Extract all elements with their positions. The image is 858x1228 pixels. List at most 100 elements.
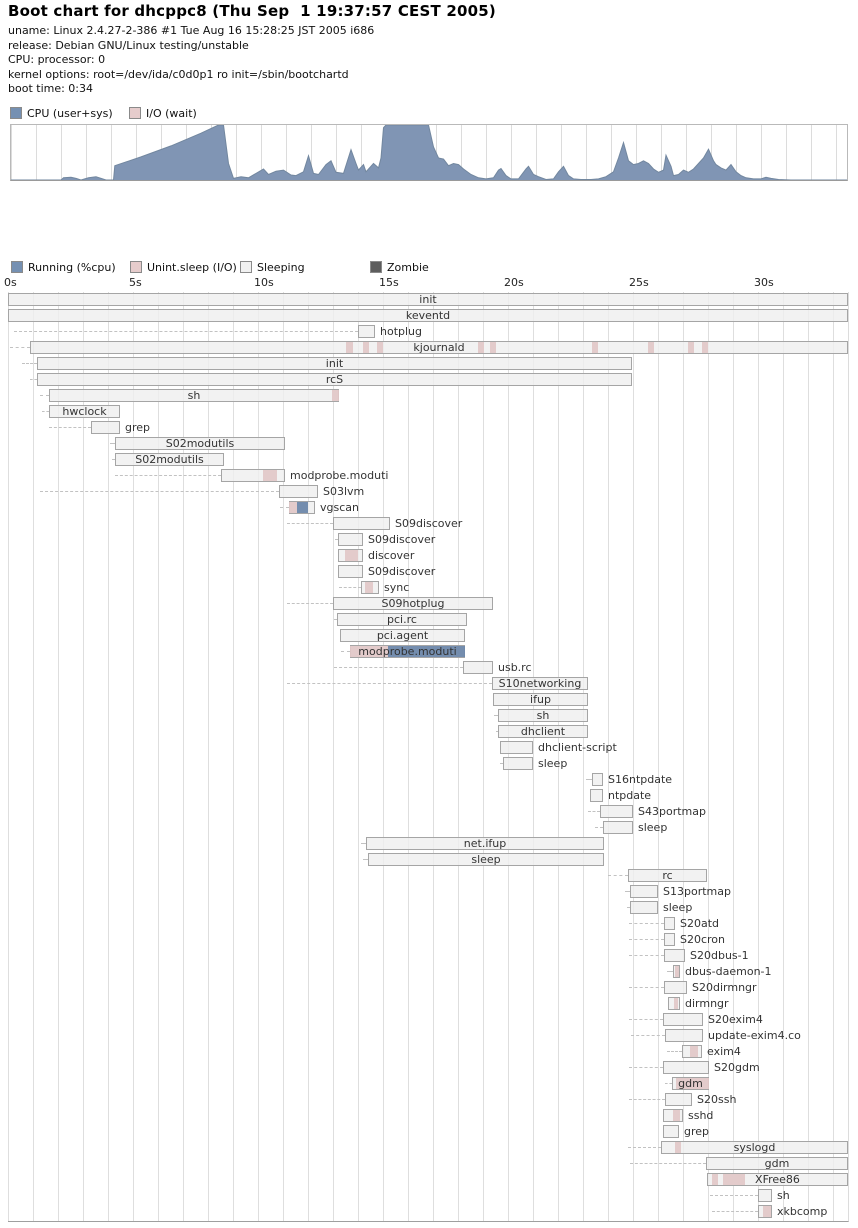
process-label: grep [684, 1125, 710, 1138]
process-bar [498, 725, 588, 738]
process-bar [91, 421, 120, 434]
process-label: pci.agent [376, 629, 429, 642]
system-info-block: uname: Linux 2.4.27-2-386 #1 Tue Aug 16 … [8, 24, 374, 97]
io-wait-segment [675, 1142, 681, 1153]
process-bar [758, 1205, 772, 1218]
io-wait-segment [648, 342, 654, 353]
time-tick-label: 30s [754, 276, 774, 289]
dependency-line [625, 891, 630, 892]
process-label: gdm [764, 1157, 790, 1170]
dependency-line [586, 779, 592, 780]
process-bar [663, 1109, 683, 1122]
system-info-line: CPU: processor: 0 [8, 53, 106, 66]
process-label: S16ntpdate [608, 773, 673, 786]
dependency-line [361, 843, 366, 844]
dependency-line [42, 411, 49, 412]
dependency-line [588, 811, 600, 812]
cpu-line [11, 125, 847, 180]
gantt-legend: Running (%cpu) Unint.sleep (I/O) Sleepin… [0, 260, 858, 274]
dependency-line [49, 427, 91, 428]
dependency-line [341, 651, 350, 652]
process-label: S20dbus-1 [690, 949, 749, 962]
dependency-line [496, 731, 498, 732]
legend-label: Zombie [387, 260, 429, 274]
process-label: dirmngr [685, 997, 729, 1010]
process-label: usb.rc [498, 661, 532, 674]
dependency-line [339, 587, 361, 588]
time-tick-label: 5s [129, 276, 142, 289]
process-label: hotplug [380, 325, 423, 338]
process-bar [664, 917, 675, 930]
process-bar [221, 469, 285, 482]
dependency-line [667, 1051, 682, 1052]
process-bar [366, 837, 604, 850]
dependency-line [628, 1147, 661, 1148]
process-label: rcS [325, 373, 344, 386]
legend-item-zombie: Zombie [370, 260, 429, 274]
process-label: S20cron [680, 933, 726, 946]
io-wait-segment [490, 342, 496, 353]
dependency-line [10, 347, 30, 348]
dependency-line [280, 507, 289, 508]
cpu-legend-item-io: I/O (wait) [129, 107, 197, 120]
process-bar [289, 501, 315, 514]
process-label: S09hotplug [381, 597, 445, 610]
legend-item-unint-sleep: Unint.sleep (I/O) [130, 261, 237, 274]
dependency-line [712, 1211, 758, 1212]
running-swatch [11, 261, 23, 273]
io-wait-segment [332, 390, 339, 401]
process-bar [463, 661, 493, 674]
process-bar [664, 949, 685, 962]
process-label: ifup [530, 693, 551, 706]
process-bar [707, 1173, 848, 1186]
process-label: S02modutils [165, 437, 235, 450]
dependency-line [629, 1019, 663, 1020]
process-label: S02modutils [135, 453, 204, 466]
dependency-line [363, 859, 368, 860]
process-label: sshd [688, 1109, 714, 1122]
process-bar [673, 965, 680, 978]
process-bar [503, 757, 533, 770]
io-wait-segment [345, 550, 358, 561]
process-label: vgscan [320, 501, 359, 514]
process-bar [361, 581, 379, 594]
process-label: kjournald [413, 341, 465, 354]
process-bar [338, 565, 363, 578]
legend-item-sleeping: Sleeping [240, 261, 305, 274]
process-label: S20dirmngr [692, 981, 757, 994]
dependency-line [334, 667, 463, 668]
process-label: sh [777, 1189, 790, 1202]
dependency-line [629, 939, 664, 940]
process-bar [498, 709, 588, 722]
process-label: sh [536, 709, 550, 722]
io-wait-segment [675, 966, 679, 977]
process-bar [340, 629, 465, 642]
process-label: S20atd [680, 917, 720, 930]
process-bar [49, 405, 120, 418]
running-segment [297, 502, 308, 513]
dependency-line [665, 1083, 672, 1084]
io-wait-segment [365, 582, 373, 593]
io-wait-segment [263, 470, 277, 481]
dependency-line [334, 619, 337, 620]
io-wait-segment [350, 646, 388, 657]
sleeping-swatch [240, 261, 252, 273]
dependency-line [629, 1099, 665, 1100]
process-bar [492, 677, 588, 690]
cpu-user-sys-swatch [10, 107, 22, 119]
io-wait-swatch [129, 107, 141, 119]
dependency-line [629, 1067, 663, 1068]
process-bar [500, 741, 533, 754]
system-info-line: release: Debian GNU/Linux testing/unstab… [8, 38, 249, 52]
io-wait-segment [688, 342, 694, 353]
dependency-line [40, 395, 49, 396]
process-bar [592, 773, 603, 786]
process-bar [333, 517, 390, 530]
dependency-line [627, 907, 630, 908]
process-label: pci.rc [387, 613, 417, 626]
process-label: S09discover [395, 517, 463, 530]
process-label: S10networking [498, 677, 582, 690]
dependency-line [630, 1163, 706, 1164]
process-label: S13portmap [663, 885, 731, 898]
process-label: sleep [663, 901, 693, 914]
